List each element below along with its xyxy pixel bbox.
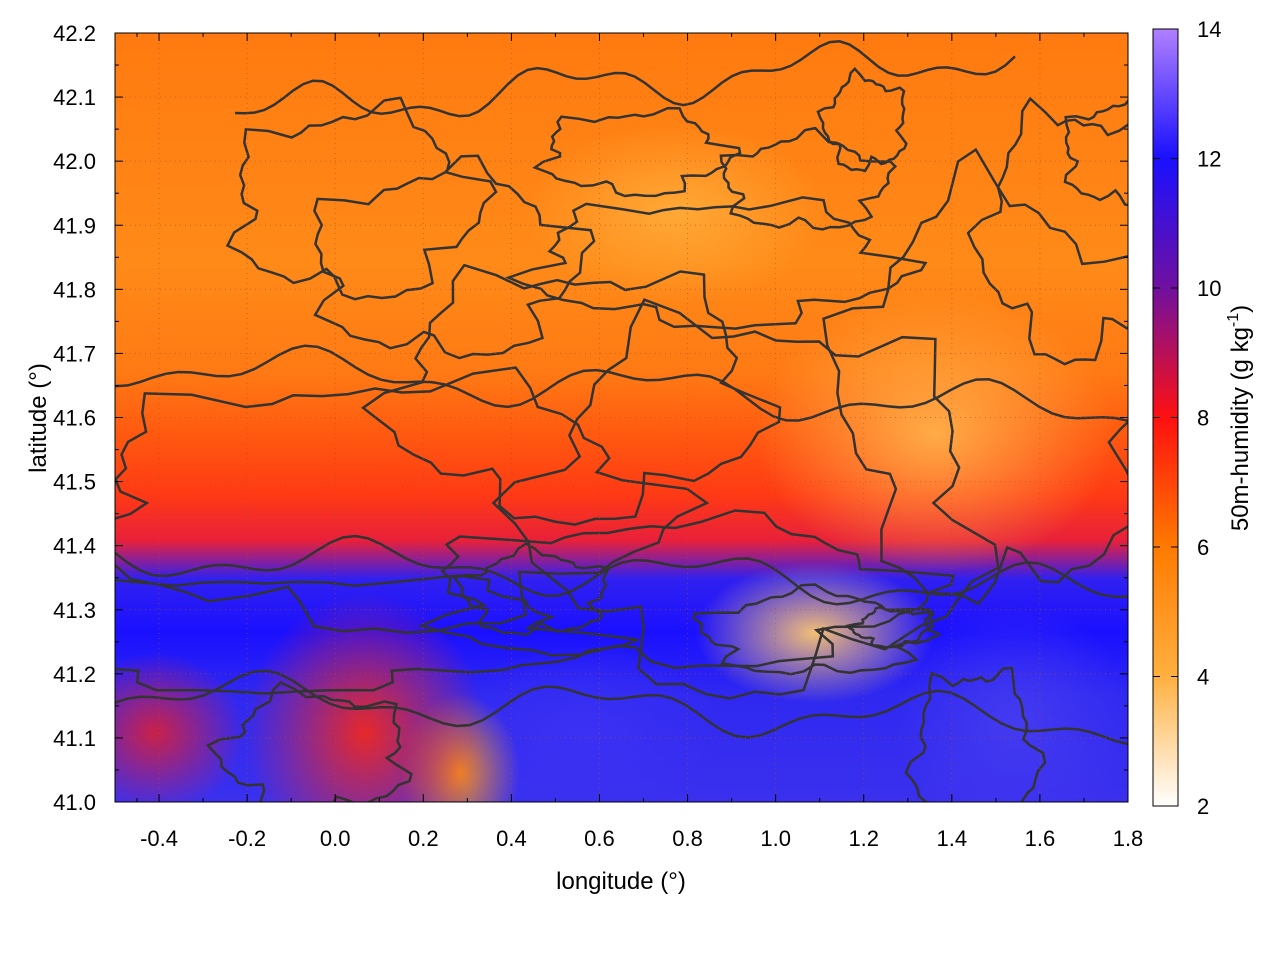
x-tick-labels: -0.4 -0.2 0.0 0.2 0.4 0.6 0.8 1.0 1.2 1.4 1.6 1.8 xyxy=(140,826,1143,851)
contour-line xyxy=(822,147,1128,606)
contour-line xyxy=(417,509,955,670)
contour-line xyxy=(1063,99,1128,207)
contour-line xyxy=(904,666,1047,802)
colorbar-tick-label: 10 xyxy=(1197,276,1221,301)
tick-marks xyxy=(115,32,1129,803)
y-tick-label: 41.6 xyxy=(53,406,96,431)
contour-line xyxy=(360,263,782,526)
contour-line xyxy=(816,66,908,173)
x-tick-label: 0.8 xyxy=(672,826,703,851)
colorbar-tick-labels: 2 4 6 8 10 12 14 xyxy=(1197,17,1221,819)
y-tick-label: 42.1 xyxy=(53,85,96,110)
colorbar-ticks xyxy=(1153,28,1178,807)
y-tick-label: 41.9 xyxy=(53,213,96,238)
x-tick-label: 1.2 xyxy=(848,826,879,851)
x-tick-label: 0.4 xyxy=(496,826,527,851)
x-tick-label: 0.6 xyxy=(584,826,615,851)
x-tick-label: 0.2 xyxy=(408,826,439,851)
colorbar-tick-label: 4 xyxy=(1197,665,1209,690)
colorbar-tick-label: 12 xyxy=(1197,147,1221,172)
colorbar-tick-label: 8 xyxy=(1197,406,1209,431)
colorbar-label: 50m-humidity (g kg-1) xyxy=(1225,305,1254,531)
colorbar-tick-label: 2 xyxy=(1197,794,1209,819)
contour-line xyxy=(234,40,1016,118)
contour-line xyxy=(692,583,936,676)
contour-line xyxy=(966,96,1128,366)
contour-line xyxy=(115,366,710,635)
contour-line xyxy=(719,126,898,231)
colorbar-label-sup: -1 xyxy=(1225,313,1242,327)
colorbar-label-main: 50m-humidity (g kg xyxy=(1227,327,1254,531)
grid-lines xyxy=(115,32,1129,803)
contour-line xyxy=(313,154,596,360)
y-tick-label: 41.1 xyxy=(53,726,96,751)
x-tick-label: 1.4 xyxy=(937,826,968,851)
x-tick-label: 1.0 xyxy=(760,826,791,851)
colorbar-tick-label: 6 xyxy=(1197,535,1209,560)
x-tick-label: 0.0 xyxy=(320,826,351,851)
y-tick-label: 42.0 xyxy=(53,149,96,174)
y-tick-label: 41.5 xyxy=(53,470,96,495)
y-tick-label: 41.3 xyxy=(53,598,96,623)
y-tick-label: 42.2 xyxy=(53,21,96,46)
colorbar-tick-label: 14 xyxy=(1197,17,1221,42)
contour-line xyxy=(115,344,1128,423)
y-tick-label: 41.7 xyxy=(53,341,96,366)
contour-line xyxy=(491,298,1000,700)
y-axis-label: latitude (°) xyxy=(25,363,52,473)
contour-line xyxy=(532,106,742,198)
contour-line xyxy=(115,574,639,695)
y-tick-labels: 41.0 41.1 41.2 41.3 41.4 41.5 41.6 41.7 41.8 41.9… xyxy=(53,21,96,815)
colorbar-label-end: ) xyxy=(1227,305,1254,313)
contour-line xyxy=(115,534,1128,606)
contour-line xyxy=(505,196,928,330)
x-tick-label: 1.6 xyxy=(1025,826,1056,851)
x-axis-label: longitude (°) xyxy=(556,868,686,895)
contour-line xyxy=(115,669,1128,746)
y-tick-label: 41.8 xyxy=(53,277,96,302)
contour-line xyxy=(452,542,611,636)
contour-lines xyxy=(115,40,1128,802)
contour-line xyxy=(225,96,498,301)
contour-line xyxy=(205,680,413,802)
y-tick-label: 41.4 xyxy=(53,534,96,559)
y-tick-label: 41.2 xyxy=(53,662,96,687)
x-tick-label: -0.2 xyxy=(228,826,266,851)
y-tick-label: 41.0 xyxy=(53,790,96,815)
contour-line xyxy=(845,605,942,649)
x-tick-label: 1.8 xyxy=(1113,826,1144,851)
x-tick-label: -0.4 xyxy=(140,826,178,851)
